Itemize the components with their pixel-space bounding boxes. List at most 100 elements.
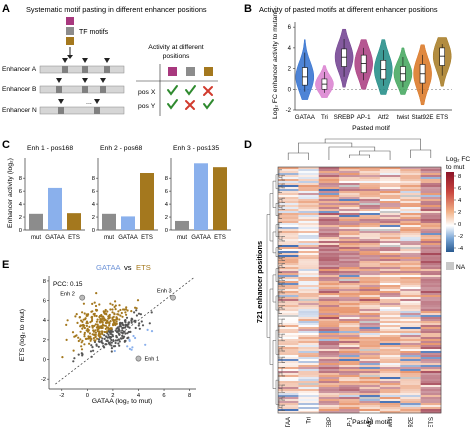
heatmap-cell (359, 333, 381, 336)
heatmap-cell (298, 289, 320, 292)
heatmap-cell (379, 295, 401, 298)
scatter-point (77, 336, 80, 339)
heatmap-cell (359, 231, 381, 234)
heatmap-cell (379, 255, 401, 258)
heatmap-cell (400, 307, 421, 310)
heatmap-cell (298, 357, 320, 360)
heatmap-cell (400, 213, 421, 216)
activity-title-line2: positions (163, 53, 190, 60)
heatmap-cell (318, 285, 340, 288)
scatter-point (94, 333, 97, 336)
c-group-title: Enh 3 - pos135 (173, 145, 219, 152)
heatmap-cell (400, 287, 421, 290)
heatmap-cell (298, 343, 320, 346)
heatmap-cell (298, 335, 320, 338)
heatmap-cell (298, 239, 320, 242)
heatmap-cell (400, 399, 421, 402)
activity-marks (167, 85, 214, 110)
scatter-point (135, 314, 138, 317)
heatmap-cell (420, 253, 442, 256)
scatter-point (135, 309, 138, 312)
heatmap-cell (339, 317, 360, 320)
bar-charts: Enh 1 - pos168 0 2 4 6 8 mut GATAA ETS Enh 2 - po… (19, 145, 231, 241)
scatter-point (115, 334, 118, 338)
heatmap-cell (379, 373, 401, 376)
heatmap-cell (318, 331, 340, 334)
scatter-point (101, 320, 104, 323)
c-xtick-label: ETS (68, 235, 80, 241)
heatmap-cell (359, 175, 381, 178)
heatmap-cell (278, 277, 299, 280)
row-dendrogram-branch (275, 268, 279, 282)
scatter-point (104, 308, 107, 312)
heatmap-cell (278, 375, 299, 378)
heatmap-cell (298, 325, 320, 328)
heatmap-cell (318, 261, 340, 264)
heatmap-cell (379, 383, 401, 386)
heatmap-cell (339, 229, 360, 232)
scatter-point (123, 335, 126, 338)
heatmap-cell (400, 299, 421, 302)
heatmap-cell (420, 175, 442, 178)
scatter-point (114, 304, 117, 307)
heatmap-cell (298, 251, 320, 254)
heatmap-cell (420, 225, 442, 228)
heatmap-cell (400, 247, 421, 250)
heatmap-cell (339, 201, 360, 204)
heatmap-cell (359, 261, 381, 264)
scatter-point (74, 315, 77, 318)
heatmap-cell (298, 187, 320, 190)
scatter-point (100, 339, 103, 342)
heatmap-cell (339, 309, 360, 312)
heatmap-cell (318, 395, 340, 398)
heatmap-cell (339, 255, 360, 258)
scatter-point (117, 327, 120, 330)
heatmap-cell (359, 321, 381, 324)
heatmap-cell (420, 293, 442, 296)
c-bar-mut (175, 220, 189, 230)
scatter-point (115, 316, 118, 319)
highlighted-point-label: Enh 3 (157, 289, 172, 295)
heatmap-cell (400, 225, 421, 228)
heatmap-cell (278, 213, 299, 216)
scatter-point (80, 341, 83, 344)
heatmap-cell (400, 333, 421, 336)
scatter-point (124, 311, 127, 314)
heatmap-cell (278, 359, 299, 362)
colorbar-tick-label: -2 (458, 234, 463, 240)
heatmap-cell (298, 285, 320, 288)
scatter-point (97, 338, 101, 341)
heatmap-cell (298, 313, 320, 316)
heatmap-cell (318, 217, 340, 220)
heatmap-cell (339, 311, 360, 314)
heatmap-cell (318, 185, 340, 188)
heatmap-cell (379, 217, 401, 220)
heatmap-cell (278, 191, 299, 194)
scatter-point (87, 329, 90, 332)
heatmap-cell (278, 233, 299, 236)
heatmap-cell (420, 383, 442, 386)
heatmap-cell (339, 241, 360, 244)
heatmap-cell (420, 181, 442, 184)
heatmap-cell (298, 169, 320, 172)
heatmap-cell (318, 393, 340, 396)
heatmap-cell (298, 283, 320, 286)
heatmap-cell (339, 371, 360, 374)
colorbar-tick-label: 2 (458, 210, 461, 216)
cross-icon (185, 100, 195, 110)
heatmap-cell (298, 359, 320, 362)
heatmap-cell (400, 275, 421, 278)
scatter-point (120, 311, 123, 315)
scatter-point (80, 348, 84, 351)
heatmap-cell (278, 345, 299, 348)
heatmap-cell (278, 237, 299, 240)
heatmap-cell (318, 271, 340, 274)
scatter-point (78, 316, 81, 319)
heatmap-cell (339, 277, 360, 280)
scatter-point (124, 323, 127, 326)
heatmap-cell (400, 327, 421, 330)
scatter-point (99, 320, 102, 323)
heatmap-cell (420, 169, 442, 172)
heatmap-cell (339, 265, 360, 268)
scatter-point (126, 309, 129, 312)
